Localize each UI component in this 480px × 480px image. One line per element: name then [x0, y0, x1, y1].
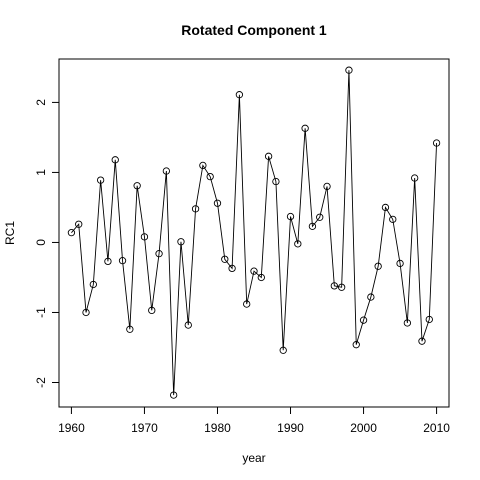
- data-point: [352, 341, 360, 349]
- data-point: [279, 346, 287, 354]
- data-point: [264, 152, 273, 160]
- x-tick-label: 1970: [131, 421, 158, 435]
- data-point: [221, 255, 229, 263]
- y-axis-label: RC1: [3, 221, 17, 245]
- data-point: [96, 176, 105, 184]
- data-point: [126, 325, 134, 333]
- x-tick-label: 2000: [350, 421, 377, 435]
- data-point: [337, 283, 346, 291]
- data-point: [155, 250, 163, 258]
- y-tick-label: 1: [34, 169, 48, 176]
- x-tick-label: 1960: [58, 421, 85, 435]
- data-point: [235, 91, 244, 99]
- x-tick-label: 1980: [204, 421, 231, 435]
- series-line: [71, 70, 438, 396]
- x-tick-label: 1990: [277, 421, 304, 435]
- data-point: [294, 240, 302, 248]
- data-point: [359, 316, 368, 324]
- data-point: [367, 293, 375, 301]
- data-point: [148, 306, 156, 315]
- x-tick-label: 2010: [423, 421, 450, 435]
- data-point: [140, 233, 149, 241]
- data-point: [75, 220, 83, 228]
- data-point: [381, 203, 390, 212]
- data-point: [286, 212, 295, 221]
- data-marks: [67, 66, 441, 399]
- data-point: [250, 267, 258, 275]
- data-point: [162, 167, 171, 175]
- data-point: [118, 257, 127, 265]
- data-point: [418, 337, 426, 345]
- data-point: [177, 238, 185, 246]
- chart-title: Rotated Component 1: [181, 22, 327, 38]
- data-point: [403, 319, 412, 327]
- data-point: [308, 222, 317, 230]
- data-point: [67, 228, 76, 237]
- y-tick-label: -1: [34, 307, 48, 318]
- data-point: [425, 315, 433, 324]
- data-point: [199, 161, 207, 170]
- data-point: [316, 213, 324, 221]
- data-point: [411, 174, 419, 182]
- y-tick-label: 2: [34, 99, 48, 106]
- data-point: [184, 321, 192, 329]
- data-point: [243, 300, 251, 308]
- data-point: [111, 156, 119, 164]
- axes: 1960 1970 1980 1990 2000 2010 -2 -1 0 1 2: [34, 99, 450, 435]
- data-point: [323, 182, 331, 191]
- data-point: [301, 124, 309, 132]
- data-point: [133, 182, 141, 190]
- data-point: [104, 257, 112, 266]
- data-point: [213, 199, 222, 207]
- data-point: [374, 262, 382, 270]
- data-point: [345, 66, 353, 74]
- data-point: [228, 264, 236, 273]
- x-axis-label: year: [242, 451, 265, 465]
- data-point: [330, 282, 338, 290]
- y-tick-label: -2: [34, 377, 48, 388]
- data-point: [206, 172, 214, 181]
- y-tick-label: 0: [34, 239, 48, 246]
- data-point: [257, 273, 265, 282]
- data-point: [89, 280, 97, 289]
- data-point: [170, 391, 178, 399]
- data-point: [389, 215, 397, 223]
- data-point: [82, 308, 90, 317]
- data-point: [191, 205, 200, 213]
- data-point: [396, 259, 404, 268]
- data-point: [272, 177, 280, 186]
- data-point: [432, 139, 441, 147]
